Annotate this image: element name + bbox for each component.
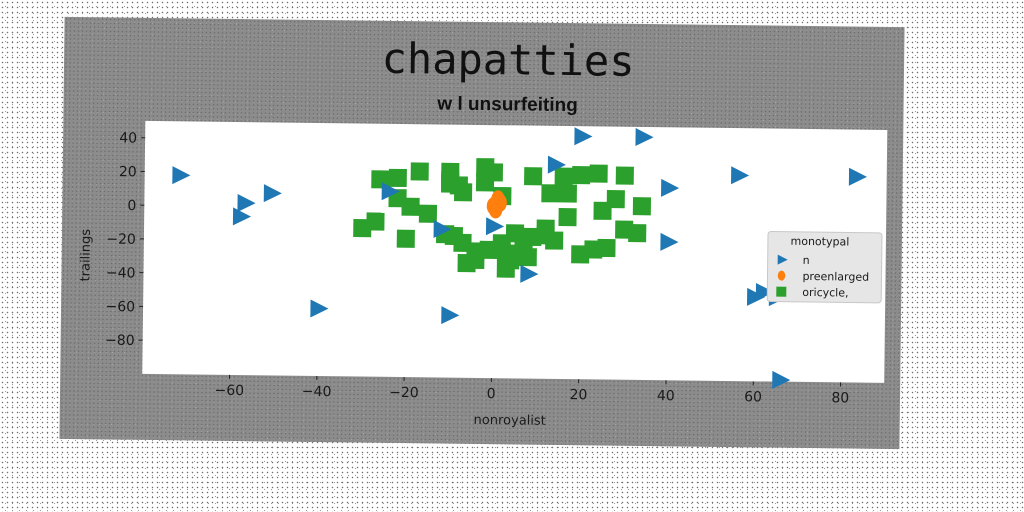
point-square <box>632 197 652 216</box>
legend-marker-circle <box>777 270 786 281</box>
point-square <box>545 231 564 250</box>
point-square <box>541 184 560 203</box>
chart-subtitle: w l unsurfeiting <box>436 93 578 116</box>
point-triangle-right <box>848 167 867 186</box>
x-tick-label: −20 <box>389 385 419 401</box>
point-triangle-right <box>433 219 452 238</box>
x-tick-label: 0 <box>487 386 496 402</box>
point-square <box>572 166 591 185</box>
chart-canvas: chapatties w l unsurfeiting −60 −40 −20 0 20… <box>78 34 888 429</box>
point-square <box>454 183 473 202</box>
y-tick-label: −60 <box>105 299 135 315</box>
y-tick-label: 40 <box>119 130 137 146</box>
x-axis-ticks: −60 −40 −20 0 20 40 60 80 <box>214 374 849 406</box>
point-square <box>388 168 407 188</box>
point-square <box>589 164 608 183</box>
legend-marker-square <box>776 286 787 297</box>
point-triangle-right <box>310 299 329 318</box>
legend-title: monotypal <box>790 235 849 249</box>
point-triangle-right <box>635 127 654 146</box>
point-square <box>484 163 504 182</box>
point-triangle-right <box>574 127 593 146</box>
point-square <box>410 162 429 181</box>
y-tick-label: 0 <box>127 198 136 214</box>
point-triangle-right <box>660 232 679 251</box>
legend-label: oricycle, <box>802 286 848 300</box>
point-triangle-right <box>263 184 282 203</box>
x-tick-label: 60 <box>744 389 762 405</box>
legend-items: n preenlarged oricycle, <box>776 254 869 300</box>
point-square <box>366 212 385 231</box>
point-square <box>615 166 634 185</box>
x-tick-label: 80 <box>831 390 849 406</box>
legend: monotypal n preenlarged oricycle, <box>766 231 883 304</box>
point-triangle-right <box>772 370 791 389</box>
chart-title: chapatties <box>381 34 634 86</box>
point-triangle-right <box>755 282 774 301</box>
point-triangle-right <box>237 193 256 212</box>
y-tick-label: −20 <box>106 231 136 247</box>
legend-label: preenlarged <box>802 270 869 284</box>
point-triangle-right <box>731 166 750 185</box>
y-axis-ticks: 40 20 0 −20 −40 −60 −80 <box>105 130 146 349</box>
y-tick-label: −40 <box>106 265 136 281</box>
point-triangle-right <box>520 264 539 283</box>
point-triangle-right <box>547 155 566 174</box>
point-triangle-right <box>172 166 191 185</box>
point-circle <box>493 193 507 212</box>
legend-marker-triangle-right <box>777 254 788 265</box>
point-square <box>518 248 537 267</box>
point-square <box>558 208 577 227</box>
data-marks <box>172 127 867 389</box>
point-triangle-right <box>661 178 680 197</box>
x-tick-label: −40 <box>302 384 332 400</box>
point-square <box>401 197 420 216</box>
point-square <box>628 224 647 243</box>
point-triangle-right <box>485 217 505 236</box>
legend-box <box>766 231 883 304</box>
y-axis-label: trailings <box>78 229 94 282</box>
point-square <box>597 238 616 258</box>
point-square <box>606 190 625 209</box>
x-tick-label: 20 <box>569 387 587 403</box>
point-triangle-right <box>381 182 400 201</box>
point-square <box>554 167 573 186</box>
point-square <box>558 184 577 203</box>
point-square <box>496 259 515 278</box>
x-tick-label: 40 <box>657 388 675 404</box>
y-tick-label: −80 <box>105 333 135 349</box>
legend-label: n <box>803 254 810 267</box>
x-tick-label: −60 <box>214 383 244 399</box>
point-square <box>524 167 543 186</box>
y-tick-label: 20 <box>119 164 137 180</box>
point-square <box>418 204 438 223</box>
point-triangle-right <box>441 306 460 325</box>
x-axis-label: nonroyalist <box>474 413 546 429</box>
point-triangle-right <box>232 207 252 226</box>
point-square <box>396 229 415 248</box>
chart-frame: chapatties w l unsurfeiting −60 −40 −20 0 20… <box>59 16 905 450</box>
